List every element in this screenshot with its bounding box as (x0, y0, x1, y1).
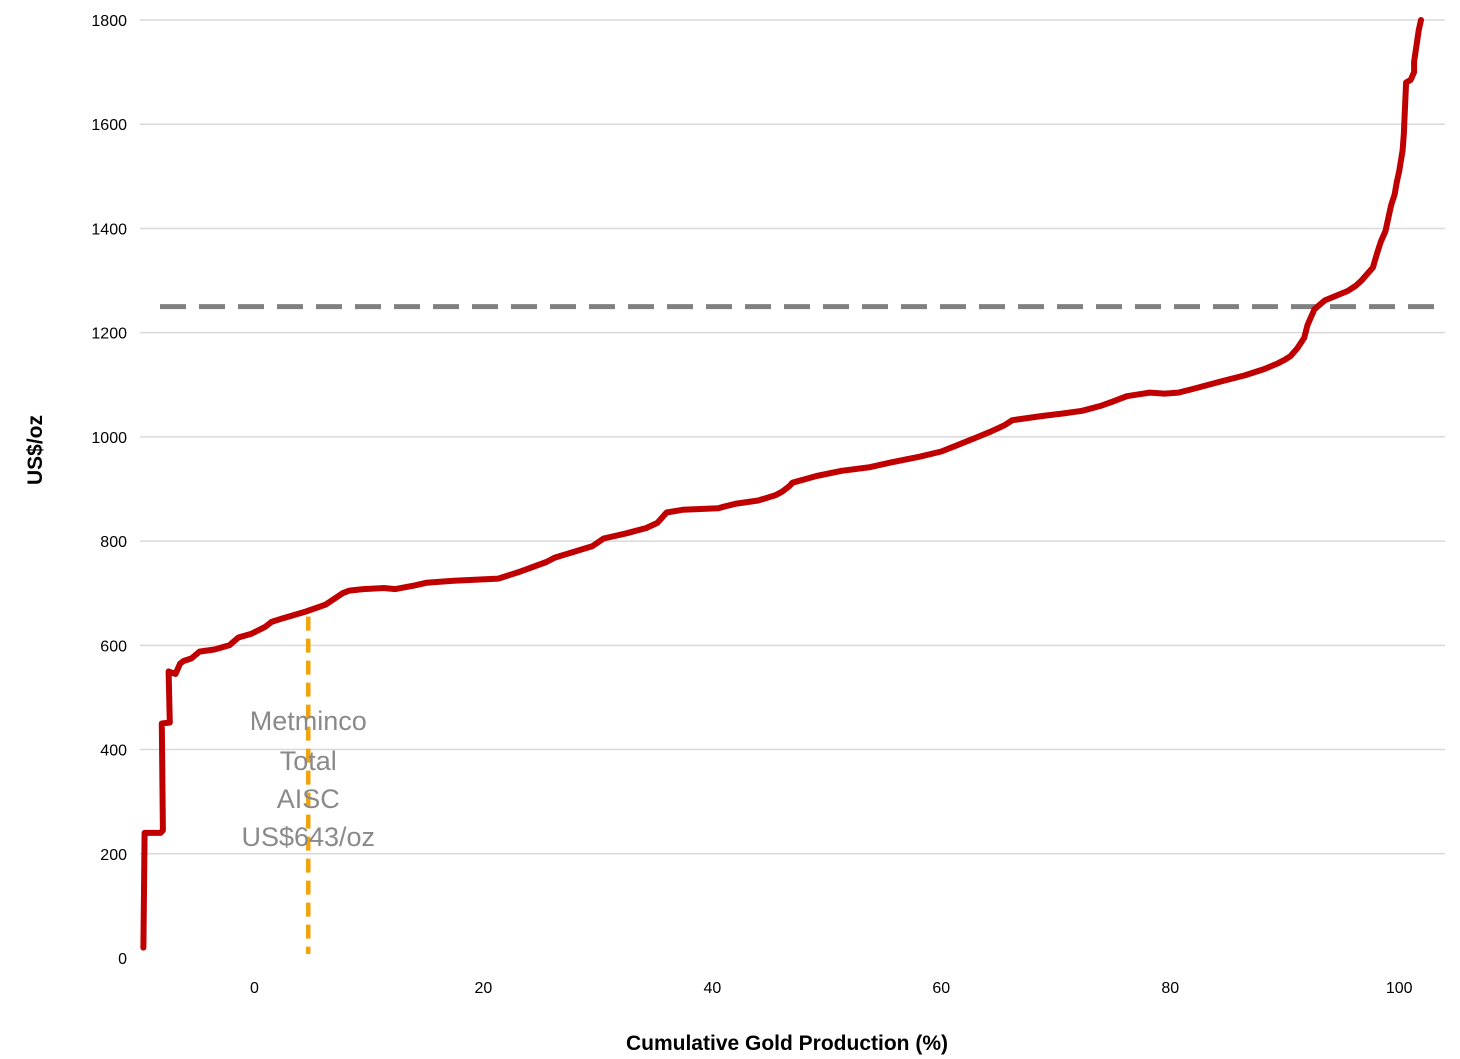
y-tick-label-0: 0 (118, 951, 127, 968)
annotation-line-4: US$643/oz (241, 822, 375, 852)
annotation-line-3: AISC (277, 784, 340, 814)
series-line (140, 17, 1424, 951)
y-tick-label-4: 800 (100, 534, 127, 551)
y-tick-label-5: 1000 (91, 430, 127, 447)
y-axis-tick-labels: 0 200 400 600 800 1000 1200 1400 1600 1800 (91, 13, 127, 968)
x-tick-label-1: 20 (475, 980, 493, 997)
annotation-line-2: Total (280, 746, 337, 776)
x-tick-label-4: 80 (1161, 980, 1179, 997)
y-tick-label-6: 1200 (91, 326, 127, 343)
y-tick-label-3: 600 (100, 638, 127, 655)
y-tick-label-2: 400 (100, 743, 127, 760)
annotation: Metminco Total AISC US$643/oz (241, 706, 375, 852)
y-tick-label-7: 1400 (91, 221, 127, 238)
y-axis-title: US$/oz (24, 415, 47, 485)
x-tick-label-5: 100 (1386, 980, 1413, 997)
annotation-line-1: Metminco (250, 706, 367, 736)
gridlines (140, 19, 1445, 855)
x-tick-label-2: 40 (703, 980, 721, 997)
y-tick-label-1: 200 (100, 847, 127, 864)
x-tick-label-3: 60 (932, 980, 950, 997)
x-axis-tick-labels: 0 20 40 60 80 100 (250, 980, 1413, 997)
x-tick-label-0: 0 (250, 980, 259, 997)
y-tick-label-9: 1800 (91, 13, 127, 30)
x-axis-title: Cumulative Gold Production (%) (626, 1032, 948, 1055)
y-tick-label-8: 1600 (91, 117, 127, 134)
